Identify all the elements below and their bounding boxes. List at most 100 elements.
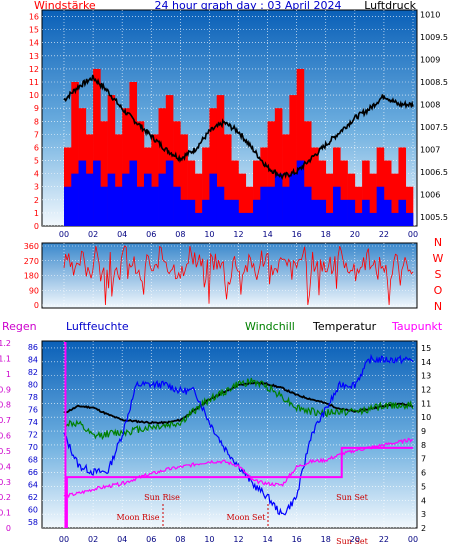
gust-bar [362, 160, 370, 226]
dewpoint-label: Taupunkt [391, 320, 443, 333]
gust-bar [398, 147, 407, 226]
hour-tick: 02 [88, 535, 98, 544]
wind-speed-tick: 7 [34, 130, 39, 139]
gust-bar [267, 121, 276, 226]
gust-bar [333, 147, 341, 226]
hour-tick: 16 [292, 230, 302, 239]
moon-rise-label: Moon Rise [117, 513, 160, 522]
humidity-tick: 82 [28, 368, 38, 377]
humidity-tick: 62 [28, 493, 38, 502]
pressure-tick: 1008.5 [420, 78, 448, 87]
gust-bar [107, 95, 116, 226]
pressure-series [63, 74, 414, 181]
rain-tick: 1.2 [0, 339, 11, 348]
average-wind-bar [187, 199, 196, 226]
average-wind-bar [318, 199, 327, 226]
average-wind-bar [303, 186, 312, 226]
humidity-label: Luftfeuchte [66, 320, 129, 333]
direction-tick: 360 [24, 242, 39, 251]
wind-speed-label: Windstärke [34, 0, 96, 12]
average-wind-bar [267, 186, 276, 226]
temperature-tick: 13 [421, 372, 431, 381]
wind-speed-tick: 5 [34, 157, 39, 166]
gust-bar [173, 121, 181, 226]
average-wind-bar [325, 212, 334, 226]
gust-bar [129, 82, 138, 226]
gust-bar [245, 186, 254, 226]
average-wind-bar [405, 212, 414, 226]
gust-bar [194, 173, 203, 226]
average-wind-bar [122, 173, 130, 226]
average-wind-bar [107, 173, 116, 226]
compass-letter: W [433, 252, 444, 265]
gust-bar [383, 160, 392, 226]
humidity-tick: 76 [28, 406, 38, 415]
hour-tick: 20 [350, 535, 360, 544]
humidity-tick: 86 [28, 343, 38, 352]
wind-speed-tick: 8 [34, 117, 39, 126]
gust-bar [289, 95, 297, 226]
direction-tick: 0 [34, 301, 39, 310]
average-wind-bar [398, 199, 407, 226]
temperature-tick: 5 [421, 482, 426, 491]
hour-tick: 20 [350, 230, 360, 239]
gust-bar [93, 68, 101, 226]
temperature-label: Temperatur [312, 320, 377, 333]
hour-tick: 14 [262, 535, 272, 544]
wind-speed-tick: 10 [29, 91, 39, 100]
humidity-tick: 72 [28, 431, 38, 440]
rain-series [64, 342, 413, 528]
temperature-tick: 4 [421, 496, 426, 505]
humidity-tick: 78 [28, 393, 38, 402]
hour-tick: 00 [59, 230, 69, 239]
average-wind-bar [311, 199, 319, 226]
series-taupunkt [63, 437, 414, 499]
temperature-axes: 00.10.20.30.40.50.60.70.80.911.11.258606… [0, 339, 431, 544]
wind-speed-tick: 1 [34, 209, 39, 218]
hour-tick: 18 [321, 230, 331, 239]
gust-bar [136, 121, 145, 226]
gust-bar [325, 173, 334, 226]
hour-tick: 02 [88, 230, 98, 239]
wind-speed-tick: 16 [29, 13, 39, 22]
gust-bar [311, 147, 319, 226]
hour-tick: 14 [262, 230, 272, 239]
average-wind-bar [274, 173, 283, 226]
hour-tick: 16 [292, 535, 302, 544]
pressure-tick: 1006.5 [420, 168, 448, 177]
gust-bar [340, 160, 348, 226]
average-wind-bar [354, 212, 363, 226]
temperature-lines [63, 342, 414, 528]
average-wind-bar [369, 212, 377, 226]
hour-tick: 10 [204, 535, 214, 544]
average-wind-bar [245, 212, 254, 226]
rain-tick: 0.7 [0, 416, 11, 425]
gust-bar [296, 68, 305, 226]
wind-direction-grid [42, 243, 417, 308]
gust-bar [71, 82, 79, 226]
humidity-tick: 58 [28, 518, 38, 527]
gust-bar [151, 134, 159, 226]
average-wind-bar [71, 173, 79, 226]
rain-tick: 0.9 [0, 385, 11, 394]
rain-tick: 0.5 [0, 447, 11, 456]
average-wind-bar [93, 160, 101, 226]
direction-tick: 180 [24, 272, 39, 281]
temperature-tick: 14 [421, 358, 431, 367]
wind-speed-tick: 2 [34, 196, 39, 205]
series-windchill [63, 377, 414, 441]
wind-speed-tick: 9 [34, 104, 39, 113]
gust-bar [180, 134, 188, 226]
gust-bar [231, 160, 239, 226]
compass-letter: O [434, 284, 443, 297]
pressure-tick: 1007 [420, 146, 440, 155]
temperature-tick: 6 [421, 469, 426, 478]
gust-bar [216, 95, 225, 226]
temperature-tick: 8 [421, 441, 426, 450]
rain-tick: 0 [6, 524, 11, 533]
average-wind-bar [173, 186, 181, 226]
gust-bar [209, 108, 217, 226]
humidity-tick: 60 [28, 505, 38, 514]
sun-set-label: Sun Set [336, 493, 369, 502]
sun-rise-label: Sun Rise [144, 493, 180, 502]
